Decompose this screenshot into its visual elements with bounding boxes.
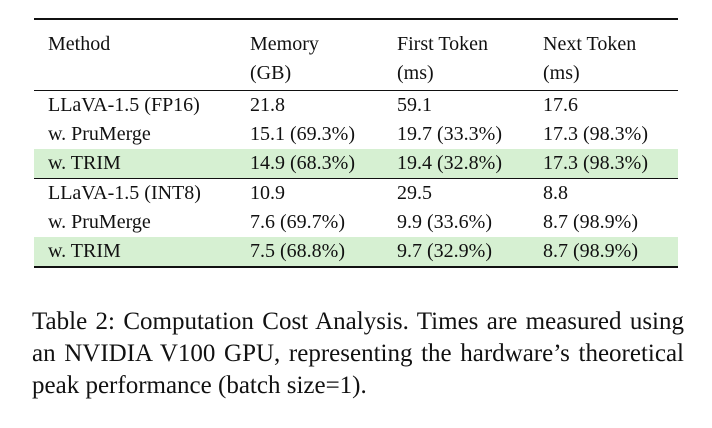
table-bottom-rule xyxy=(34,266,678,268)
table-top-rule xyxy=(34,18,678,20)
cell-first-token: 19.7 (33.3%) xyxy=(397,123,502,145)
cell-method: w. TRIM xyxy=(48,240,121,262)
cell-method: w. PruMerge xyxy=(48,211,151,233)
table-row: w. PruMerge 7.6 (69.7%) 9.9 (33.6%) 8.7 … xyxy=(34,208,678,237)
cell-method: LLaVA-1.5 (FP16) xyxy=(48,94,200,116)
cell-method: w. PruMerge xyxy=(48,123,151,145)
cell-method: LLaVA-1.5 (INT8) xyxy=(48,182,201,204)
cell-next-token: 17.6 xyxy=(543,94,578,116)
table-row: LLaVA-1.5 (FP16) 21.8 59.1 17.6 xyxy=(34,91,678,120)
table-row-highlighted: w. TRIM 7.5 (68.8%) 9.7 (32.9%) 8.7 (98.… xyxy=(34,237,678,266)
cell-first-token: 29.5 xyxy=(397,182,432,204)
table-group-int8: LLaVA-1.5 (INT8) 10.9 29.5 8.8 w. PruMer… xyxy=(34,179,678,266)
table-header-rule xyxy=(34,90,678,91)
header-memory: Memory (GB) xyxy=(250,33,319,84)
table-row: w. PruMerge 15.1 (69.3%) 19.7 (33.3%) 17… xyxy=(34,120,678,149)
cell-first-token: 19.4 (32.8%) xyxy=(397,152,502,174)
cell-memory: 21.8 xyxy=(250,94,285,116)
cell-memory: 15.1 (69.3%) xyxy=(250,123,355,145)
cell-memory: 7.6 (69.7%) xyxy=(250,211,345,233)
cell-first-token: 9.7 (32.9%) xyxy=(397,240,492,262)
header-next-token: Next Token (ms) xyxy=(543,33,637,84)
cell-first-token: 59.1 xyxy=(397,94,432,116)
cell-memory: 14.9 (68.3%) xyxy=(250,152,355,174)
header-method: Method xyxy=(48,33,111,55)
cell-next-token: 8.7 (98.9%) xyxy=(543,240,638,262)
table-row-highlighted: w. TRIM 14.9 (68.3%) 19.4 (32.8%) 17.3 (… xyxy=(34,149,678,178)
cell-memory: 7.5 (68.8%) xyxy=(250,240,345,262)
cell-first-token: 9.9 (33.6%) xyxy=(397,211,492,233)
cell-next-token: 8.7 (98.9%) xyxy=(543,211,638,233)
cell-memory: 10.9 xyxy=(250,182,285,204)
cell-next-token: 17.3 (98.3%) xyxy=(543,152,648,174)
header-first-token: First Token (ms) xyxy=(397,33,489,84)
table-caption: Table 2: Computation Cost Analysis. Time… xyxy=(32,308,684,399)
cell-next-token: 8.8 xyxy=(543,182,568,204)
cell-next-token: 17.3 (98.3%) xyxy=(543,123,648,145)
table-group-rule xyxy=(34,178,678,179)
table-row: LLaVA-1.5 (INT8) 10.9 29.5 8.8 xyxy=(34,179,678,208)
table-group-fp16: LLaVA-1.5 (FP16) 21.8 59.1 17.6 w. PruMe… xyxy=(34,91,678,178)
results-table: Method Memory (GB) First Token (ms) Next… xyxy=(34,18,678,268)
cell-method: w. TRIM xyxy=(48,152,121,174)
table-header-row: Method Memory (GB) First Token (ms) Next… xyxy=(34,20,678,90)
